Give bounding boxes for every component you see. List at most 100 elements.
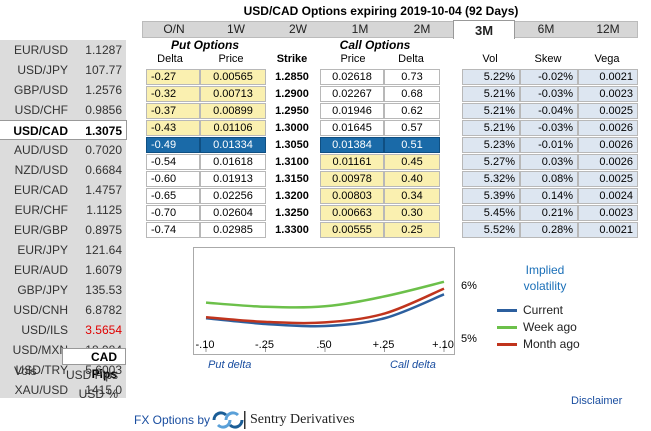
call-delta-cell[interactable]: 0.57 <box>384 120 440 136</box>
tab-6m[interactable]: 6M <box>537 22 555 36</box>
put-delta-cell[interactable]: -0.60 <box>146 171 200 187</box>
call-price-cell[interactable]: 0.00978 <box>320 171 384 187</box>
put-price-cell[interactable]: 0.01106 <box>200 120 266 136</box>
call-delta-cell[interactable]: 0.62 <box>384 103 440 119</box>
tab-2w[interactable]: 2W <box>289 22 307 36</box>
pair-rate: 0.8975 <box>85 223 122 237</box>
pair-row-usd-try[interactable]: USD/TRY 5.6003 <box>0 360 126 380</box>
call-delta-cell[interactable]: 0.73 <box>384 69 440 85</box>
put-delta-cell[interactable]: -0.43 <box>146 120 200 136</box>
unit-option-cad-pips[interactable]: CAD Pips <box>62 348 126 381</box>
volatility-smile-chart <box>193 247 455 355</box>
call-delta-cell[interactable]: 0.51 <box>384 137 440 153</box>
call-price-cell[interactable]: 0.01645 <box>320 120 384 136</box>
skew-cell: -0.03% <box>520 86 578 102</box>
vol-header: Vol <box>482 53 498 65</box>
strike-cell: 1.3000 <box>275 122 309 134</box>
call-price-cell[interactable]: 0.00555 <box>320 222 384 238</box>
put-delta-cell[interactable]: -0.65 <box>146 188 200 204</box>
put-delta-cell[interactable]: -0.32 <box>146 86 200 102</box>
unit-option-usd-[interactable]: USD % <box>78 387 118 401</box>
put-delta-cell[interactable]: -0.54 <box>146 154 200 170</box>
vol-cell: 5.23% <box>462 137 520 153</box>
call-delta-cell[interactable]: 0.45 <box>384 154 440 170</box>
tab-2m[interactable]: 2M <box>413 22 431 36</box>
pair-row-xau-usd[interactable]: XAU/USD 1415.0 <box>0 380 126 400</box>
strike-cell: 1.3300 <box>275 224 309 236</box>
pair-row-aud-usd[interactable]: AUD/USD 0.7020 <box>0 140 126 160</box>
call-delta-cell[interactable]: 0.68 <box>384 86 440 102</box>
tab-3m[interactable]: 3M <box>453 20 515 39</box>
pair-rate: 1.1287 <box>85 43 122 57</box>
skew-header: Skew <box>534 53 562 65</box>
pair-row-usd-ils[interactable]: USD/ILS 3.5654 <box>0 320 126 340</box>
put-price-cell[interactable]: 0.01913 <box>200 171 266 187</box>
y-tick-label: 5% <box>461 333 477 345</box>
pair-rate: 1.6079 <box>85 263 122 277</box>
x-tick-label: -.25 <box>255 339 274 351</box>
pair-row-nzd-usd[interactable]: NZD/USD 0.6684 <box>0 160 126 180</box>
call-delta-axis-label: Call delta <box>390 359 436 371</box>
pair-row-usd-cad[interactable]: USD/CAD 1.3075 <box>0 120 127 140</box>
put-delta-cell[interactable]: -0.70 <box>146 205 200 221</box>
put-price-cell[interactable]: 0.02985 <box>200 222 266 238</box>
pair-row-eur-chf[interactable]: EUR/CHF 1.1125 <box>0 200 126 220</box>
pair-row-usd-jpy[interactable]: USD/JPY 107.77 <box>0 60 126 80</box>
vega-cell: 0.0024 <box>578 188 638 204</box>
put-price-cell[interactable]: 0.00565 <box>200 69 266 85</box>
call-price-cell[interactable]: 0.01384 <box>320 137 384 153</box>
pair-row-eur-jpy[interactable]: EUR/JPY 121.64 <box>0 240 126 260</box>
call-price-cell[interactable]: 0.01946 <box>320 103 384 119</box>
call-price-cell[interactable]: 0.02267 <box>320 86 384 102</box>
put-delta-header: Delta <box>157 53 183 65</box>
x-tick-label: .50 <box>316 339 332 351</box>
pair-row-eur-cad[interactable]: EUR/CAD 1.4757 <box>0 180 126 200</box>
call-delta-cell[interactable]: 0.34 <box>384 188 440 204</box>
vega-cell: 0.0023 <box>578 205 638 221</box>
tab-on[interactable]: O/N <box>163 22 185 36</box>
unit-option-usd-pips[interactable]: USD Pips <box>65 368 118 382</box>
pair-rate: 5.6003 <box>76 360 122 380</box>
pair-rate: 121.64 <box>85 243 122 257</box>
pair-row-eur-aud[interactable]: EUR/AUD 1.6079 <box>0 260 126 280</box>
put-price-cell[interactable]: 0.02256 <box>200 188 266 204</box>
skew-cell: 0.08% <box>520 171 578 187</box>
pair-row-usd-cnh[interactable]: USD/CNH 6.8782 <box>0 300 126 320</box>
put-delta-cell[interactable]: -0.37 <box>146 103 200 119</box>
tab-1m[interactable]: 1M <box>351 22 369 36</box>
put-delta-cell[interactable]: -0.49 <box>146 137 200 153</box>
pair-rate: 1.3075 <box>85 124 122 138</box>
strike-cell: 1.3200 <box>275 190 309 202</box>
pair-row-gbp-jpy[interactable]: GBP/JPY 135.53 <box>0 280 126 300</box>
pair-row-usd-chf[interactable]: USD/CHF 0.9856 <box>0 100 126 120</box>
pair-row-eur-gbp[interactable]: EUR/GBP 0.8975 <box>0 220 126 240</box>
x-tick-label: -.10 <box>195 339 215 351</box>
put-price-cell[interactable]: 0.00713 <box>200 86 266 102</box>
disclaimer-link[interactable]: Disclaimer <box>571 395 623 407</box>
put-price-cell[interactable]: 0.01334 <box>200 137 266 153</box>
call-price-cell[interactable]: 0.00803 <box>320 188 384 204</box>
call-price-cell[interactable]: 0.01161 <box>320 154 384 170</box>
call-delta-cell[interactable]: 0.40 <box>384 171 440 187</box>
tab-12m[interactable]: 12M <box>596 22 620 36</box>
vega-cell: 0.0023 <box>578 86 638 102</box>
put-price-cell[interactable]: 0.00899 <box>200 103 266 119</box>
call-price-cell[interactable]: 0.00663 <box>320 205 384 221</box>
pair-rate: 3.5654 <box>85 323 122 337</box>
call-price-cell[interactable]: 0.02618 <box>320 69 384 85</box>
vol-cell: 5.22% <box>462 69 520 85</box>
tab-1w[interactable]: 1W <box>227 22 245 36</box>
put-price-cell[interactable]: 0.01618 <box>200 154 266 170</box>
pair-row-gbp-usd[interactable]: GBP/USD 1.2576 <box>0 80 126 100</box>
pair-row-eur-usd[interactable]: EUR/USD 1.1287 <box>0 40 126 60</box>
put-price-cell[interactable]: 0.02604 <box>200 205 266 221</box>
call-delta-cell[interactable]: 0.25 <box>384 222 440 238</box>
pair-name: EUR/USD <box>13 43 68 57</box>
put-delta-cell[interactable]: -0.74 <box>146 222 200 238</box>
series-line-month-ago <box>205 287 445 325</box>
call-delta-cell[interactable]: 0.30 <box>384 205 440 221</box>
pair-rate: 107.77 <box>85 63 122 77</box>
legend-label: Month ago <box>523 337 580 351</box>
put-delta-cell[interactable]: -0.27 <box>146 69 200 85</box>
vega-cell: 0.0026 <box>578 120 638 136</box>
